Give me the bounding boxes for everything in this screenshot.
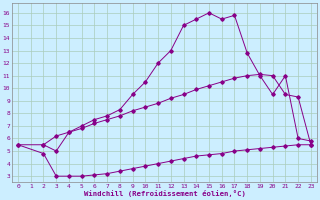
X-axis label: Windchill (Refroidissement éolien,°C): Windchill (Refroidissement éolien,°C) — [84, 190, 245, 197]
